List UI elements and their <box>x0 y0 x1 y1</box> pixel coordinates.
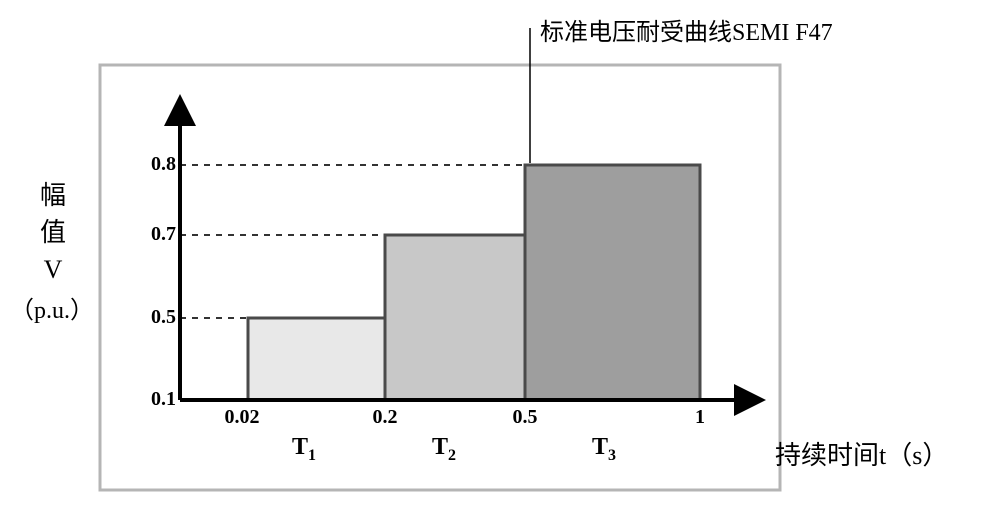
annotation-label: 标准电压耐受曲线SEMI F47 <box>540 12 833 47</box>
x-tick-label: 1 <box>675 406 725 429</box>
y-axis-title-line: V <box>40 255 66 285</box>
y-tick-label: 0.1 <box>136 388 176 411</box>
x-interval-label: T2 <box>432 434 456 465</box>
y-axis-title-line: 幅 <box>40 175 66 212</box>
step-bar <box>525 165 700 400</box>
x-tick-label: 0.2 <box>360 406 410 429</box>
x-tick-label: 0.5 <box>500 406 550 429</box>
x-tick-label: 0.02 <box>217 406 267 429</box>
x-interval-label: T1 <box>292 434 316 465</box>
y-tick-label: 0.5 <box>136 306 176 329</box>
x-interval-label: T3 <box>592 434 616 465</box>
y-axis-unit: （p.u.） <box>10 290 94 325</box>
y-axis-title-line: 值 <box>40 212 66 249</box>
y-tick-label: 0.7 <box>136 223 176 246</box>
y-axis-title: 幅 值 V <box>40 175 66 285</box>
figure: 标准电压耐受曲线SEMI F47 幅 值 V （p.u.） 持续时间t（s） 0… <box>0 0 1000 531</box>
x-axis-title: 持续时间t（s） <box>775 435 948 472</box>
y-tick-label: 0.8 <box>136 153 176 176</box>
step-bar <box>248 318 385 400</box>
step-bar <box>385 235 525 400</box>
